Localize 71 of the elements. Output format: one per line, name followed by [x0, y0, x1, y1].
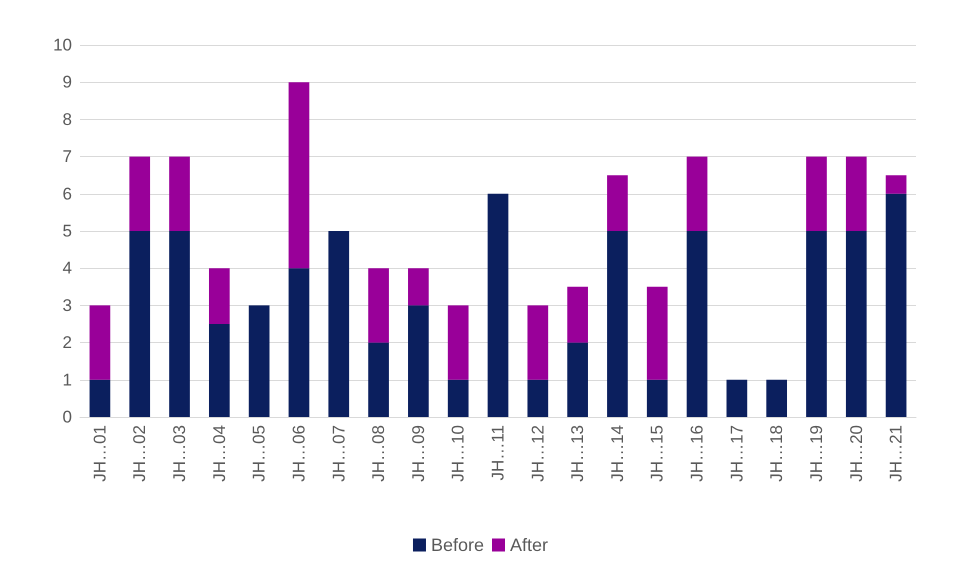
x-tick-label: JH…08	[369, 425, 388, 482]
legend-label: Before	[430, 535, 484, 555]
bar	[129, 156, 150, 231]
y-tick-label: 5	[62, 222, 72, 240]
bar	[846, 156, 867, 231]
x-tick-label: JH…07	[329, 425, 348, 482]
x-tick-label: JH…16	[688, 425, 707, 482]
bar	[448, 305, 469, 380]
x-tick-label: JH…18	[767, 425, 786, 482]
x-tick-label: JH…20	[846, 425, 866, 482]
x-tick-label: JH…05	[250, 425, 269, 482]
bar	[646, 380, 668, 417]
bar	[248, 305, 270, 417]
y-tick-label: 9	[62, 72, 72, 92]
bar	[368, 342, 389, 417]
y-tick-label: 6	[62, 184, 72, 204]
bar	[646, 286, 668, 380]
bar	[806, 156, 827, 231]
bar	[567, 342, 588, 417]
y-tick-label: 8	[62, 110, 72, 129]
y-tick-label: 3	[62, 296, 72, 315]
bar	[607, 175, 628, 231]
x-tick-label: JH…03	[170, 425, 190, 482]
bar	[607, 231, 628, 417]
bar	[806, 231, 827, 417]
bar	[208, 324, 230, 417]
bar	[90, 380, 110, 417]
bar	[208, 268, 230, 324]
y-tick-label: 4	[62, 258, 72, 278]
y-tick-label: 0	[62, 408, 72, 426]
y-tick-label: 10	[53, 36, 72, 54]
x-tick-label: JH…19	[806, 425, 826, 482]
bar	[368, 268, 389, 343]
bar	[846, 231, 867, 417]
bar	[129, 231, 150, 417]
x-tick-label: JH…15	[648, 425, 667, 482]
y-tick-label: 1	[62, 370, 72, 390]
x-tick-label: JH…02	[130, 425, 150, 482]
bar	[527, 380, 548, 417]
bar	[288, 82, 310, 268]
x-tick-label: JH…01	[90, 425, 110, 482]
y-tick-label: 7	[62, 147, 72, 166]
bar	[169, 231, 190, 417]
x-tick-label: JH…10	[448, 425, 468, 482]
bar	[886, 175, 906, 194]
bar	[726, 380, 748, 417]
bar	[567, 286, 588, 343]
x-tick-label: JH…21	[886, 425, 906, 482]
legend-label: After	[510, 535, 548, 555]
bar	[488, 194, 508, 417]
bar	[288, 268, 310, 417]
x-tick-label: JH…13	[568, 425, 588, 482]
bar	[328, 231, 350, 417]
x-tick-label: JH…06	[289, 425, 308, 482]
x-tick-label: JH…12	[528, 425, 548, 482]
bar	[766, 380, 788, 417]
bar	[448, 380, 469, 417]
bar	[408, 305, 429, 417]
x-tick-label: JH…17	[727, 425, 746, 482]
x-tick-label: JH…14	[608, 425, 627, 482]
bar	[408, 268, 429, 306]
bar	[886, 194, 906, 417]
y-tick-label: 2	[62, 333, 72, 352]
bar	[169, 156, 190, 231]
bar	[686, 156, 708, 231]
bar	[686, 231, 708, 417]
x-tick-label: JH…11	[488, 425, 508, 480]
bar	[527, 305, 548, 380]
x-tick-label: JH…09	[408, 425, 428, 482]
x-tick-label: JH…04	[210, 425, 229, 482]
bar	[90, 305, 110, 380]
